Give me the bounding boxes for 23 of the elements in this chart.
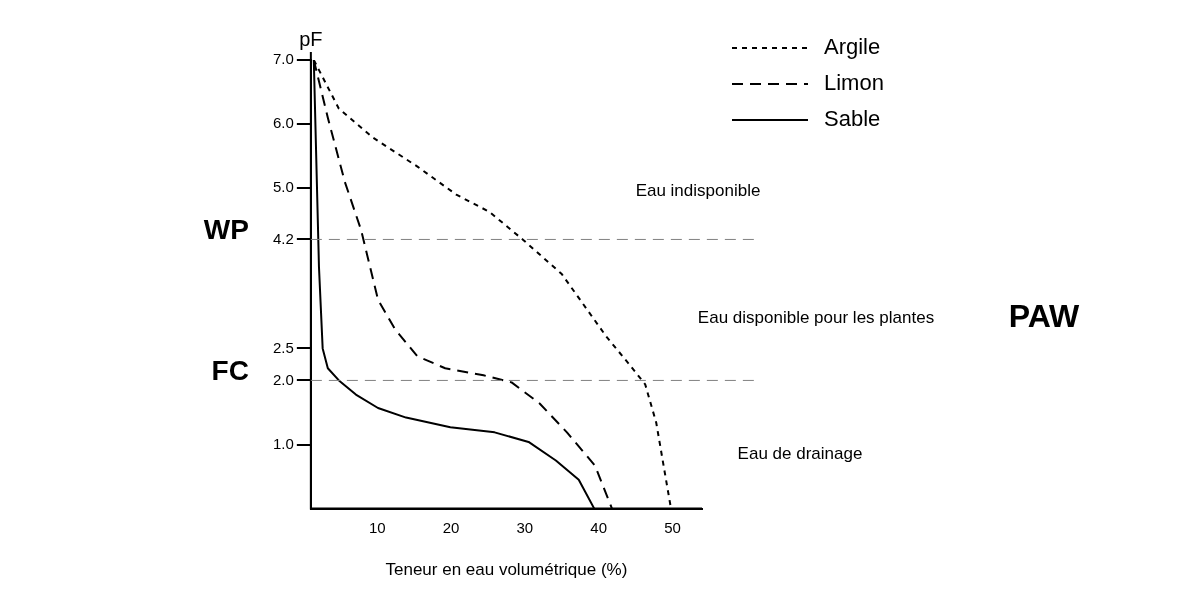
text: Eau de drainage [737,443,863,463]
ref-line-label: WP [203,214,249,246]
legend-label: Argile [824,34,881,60]
annotation: Eau indisponible [635,180,761,200]
y-tick-label: 6.0 [272,114,294,132]
y-tick-label: 2.5 [272,338,294,356]
y-axis-title: pF [299,27,323,50]
x-axis-title: Teneur en eau volumétrique (%) [385,560,628,580]
legend-label: Sable [824,106,881,132]
y-tick-label: 5.0 [272,178,294,196]
x-tick-label: 50 [664,518,681,536]
legend-label: Limon [824,70,884,96]
y-tick-label: 7.0 [272,50,294,68]
x-tick-label: 40 [590,518,608,536]
text: PAW [1008,297,1081,334]
x-tick-label: 20 [442,518,460,536]
y-tick-label: 4.2 [272,229,294,247]
y-tick-label: 1.0 [272,434,294,452]
y-tick-label: 2.0 [272,370,294,388]
x-tick-label: 10 [368,518,386,536]
x-tick-label: 30 [516,518,534,536]
annotation: Eau disponible pour les plantes [697,307,935,327]
ref-line-label: FC [211,355,249,387]
